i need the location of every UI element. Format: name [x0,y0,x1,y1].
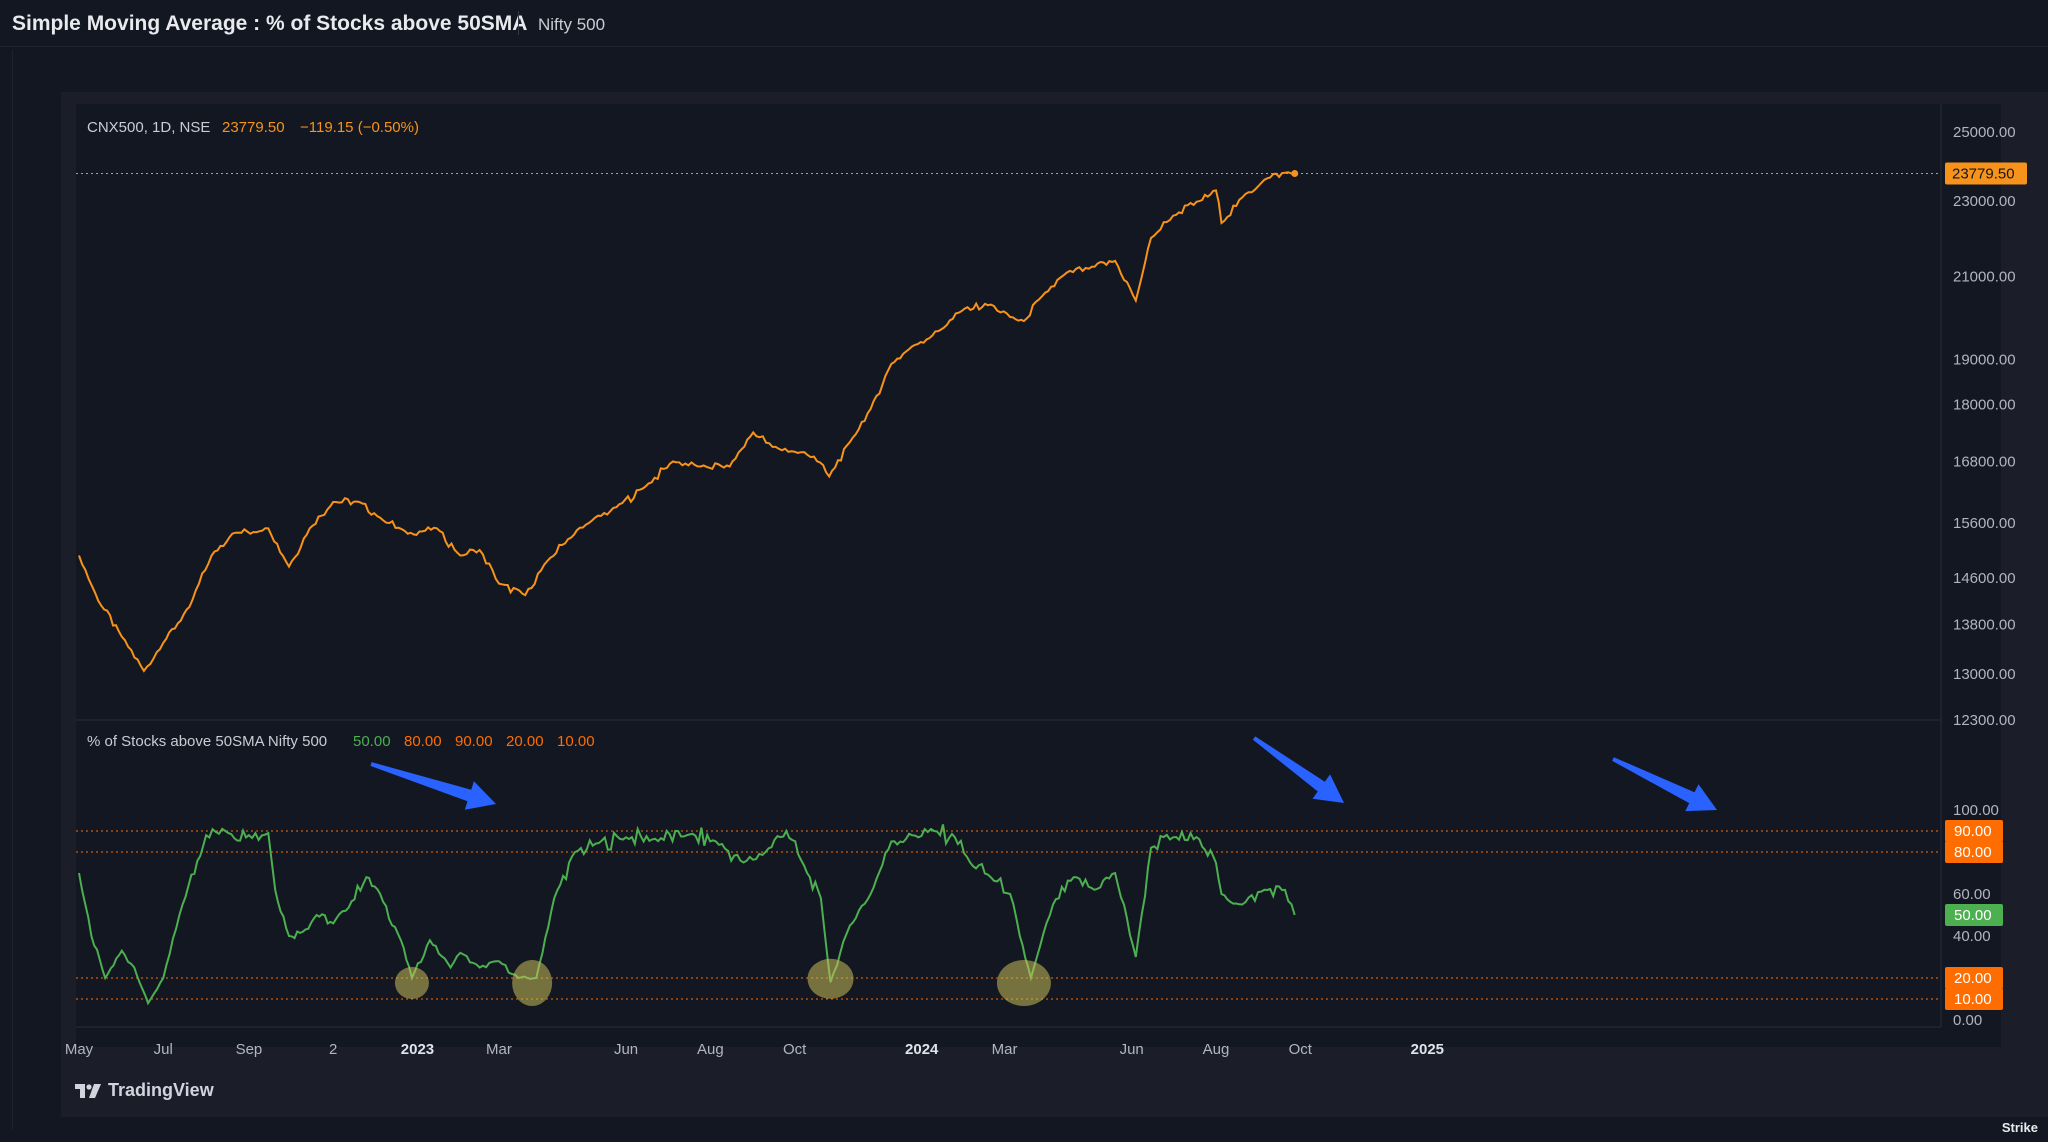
osc-tick-label: 0.00 [1953,1012,1982,1029]
osc-level-badge: 50.00 [1945,904,2003,926]
osc-tick-label: 40.00 [1953,928,1991,945]
osc-level-badge-text: 20.00 [1954,970,1992,987]
arrow-shape [1252,736,1344,803]
top-bar: Simple Moving Average : % of Stocks abov… [0,0,2048,47]
time-tick-label: 2023 [401,1041,434,1058]
osc-levels [76,830,1941,1000]
price-tick-label: 14600.00 [1953,570,2016,587]
arrow-icon [370,762,496,810]
time-tick-label: Sep [236,1041,263,1058]
title-separator [518,11,519,35]
arrow-icon [1612,757,1717,812]
chart-card: CNX500, 1D, NSE 23779.50 −119.15 (−0.50%… [61,92,2048,1117]
time-tick-label: Mar [992,1041,1018,1058]
price-tick-label: 13800.00 [1953,617,2016,634]
price-tick-label: 15600.00 [1953,515,2016,532]
brand[interactable]: TradingView [74,1080,214,1101]
time-tick-label: Aug [697,1041,724,1058]
osc-level-badge-text: 50.00 [1954,907,1992,924]
osc-level-value-4: 20.00 [506,733,544,750]
time-tick-label: Jun [614,1041,638,1058]
osc-level-badge-bg [1945,967,2003,989]
osc-level-badge: 80.00 [1945,841,2003,863]
last-price-label: 23779.50 [222,119,285,136]
osc-level-badge-text: 80.00 [1954,844,1992,861]
osc-level-badge: 10.00 [1945,988,2003,1010]
osc-level-badge: 20.00 [1945,967,2003,989]
last-price-dot [1291,169,1299,177]
price-tick-label: 19000.00 [1953,352,2016,369]
time-tick-label: 2024 [905,1041,939,1058]
price-tick-label: 12300.00 [1953,712,2016,729]
osc-level-badge-bg [1945,820,2003,842]
time-tick-label: May [65,1041,94,1058]
watermark: Strike [2001,1120,2038,1135]
time-tick-label: Jul [154,1041,173,1058]
price-badge: 23779.50 [1945,162,2027,185]
price-line [78,171,1295,673]
brand-text: TradingView [108,1080,214,1100]
time-tick-label: Mar [486,1041,512,1058]
osc-level-value-1: 50.00 [353,733,391,750]
osc-level-badge-bg [1945,841,2003,863]
osc-level-value-3: 90.00 [455,733,493,750]
osc-level-badge-text: 90.00 [1954,823,1992,840]
change-label: −119.15 (−0.50%) [300,119,419,136]
axes: 25000.00 23000.00 21000.00 19000.00 18000.00… [65,124,2027,1058]
chart-svg[interactable]: CNX500, 1D, NSE 23779.50 −119.15 (−0.50%… [61,92,2048,1117]
arrow-icon [1252,736,1344,803]
tradingview-logo-icon [75,1083,101,1098]
time-tick-label: Jun [1120,1041,1144,1058]
time-tick-label: 2 [329,1041,337,1058]
price-tick-label: 23000.00 [1953,193,2016,210]
osc-level-badge-bg [1945,988,2003,1010]
osc-level-badge-bg [1945,904,2003,926]
page-title: Simple Moving Average : % of Stocks abov… [12,12,528,35]
osc-series [78,824,1296,1006]
index-name[interactable]: Nifty 500 [538,15,606,34]
osc-level-value-5: 10.00 [557,733,595,750]
annotations [370,736,1717,1006]
osc-label: % of Stocks above 50SMA Nifty 500 [87,733,327,750]
price-badge-text: 23779.50 [1952,165,2015,182]
time-tick-label: Aug [1203,1041,1230,1058]
oversold-circle [996,960,1051,1006]
price-series [78,169,1299,673]
arrow-shape [1612,757,1717,812]
time-tick-label: 2025 [1411,1041,1444,1058]
oversold-circle [807,958,854,999]
price-tick-label: 13000.00 [1953,666,2016,683]
oversold-circle [512,960,553,1006]
price-badge-bg [1945,162,2027,185]
oversold-circle [394,967,429,999]
main-pane-bg [76,104,2001,1047]
osc-level-value-2: 80.00 [404,733,442,750]
time-tick-label: Oct [783,1041,807,1058]
osc-tick-label: 60.00 [1953,886,1991,903]
osc-level-badge: 90.00 [1945,820,2003,842]
symbol-label: CNX500, 1D, NSE [87,119,210,136]
price-tick-label: 25000.00 [1953,124,2016,141]
arrow-shape [370,762,496,810]
osc-line [78,824,1296,1006]
price-tick-label: 18000.00 [1953,396,2016,413]
price-tick-label: 21000.00 [1953,269,2016,286]
price-tick-label: 16800.00 [1953,454,2016,471]
time-tick-label: Oct [1289,1041,1313,1058]
osc-tick-label: 100.00 [1953,802,1999,819]
osc-level-badge-text: 10.00 [1954,991,1992,1008]
